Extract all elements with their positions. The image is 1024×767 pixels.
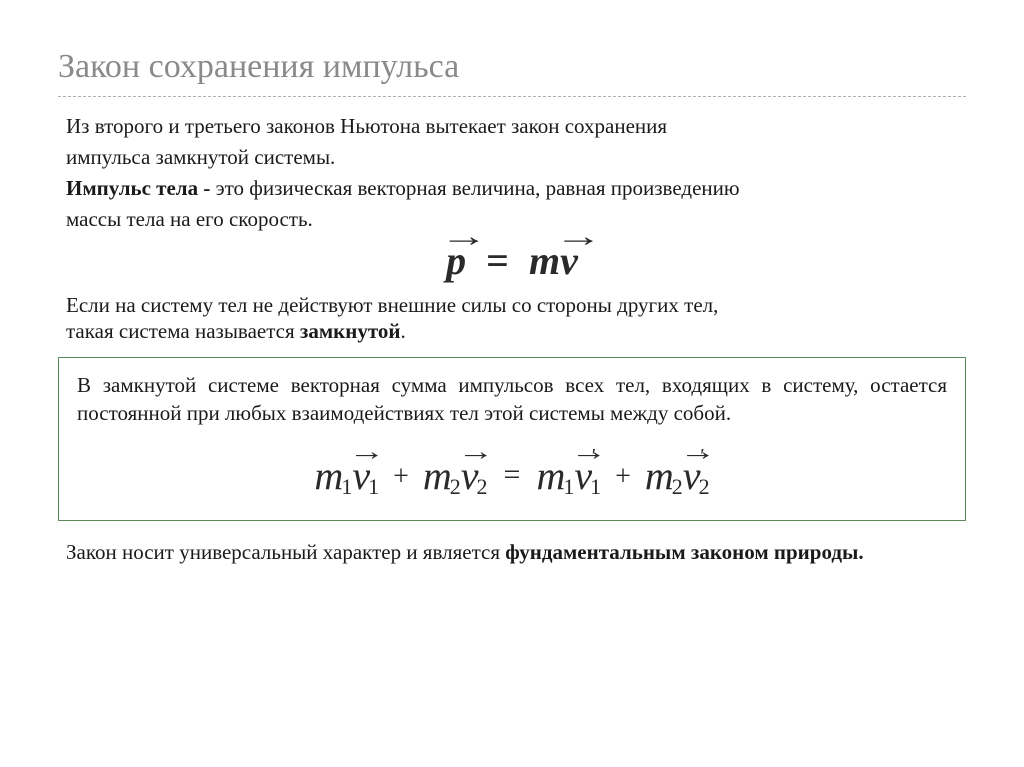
f2-sub1: 1 <box>341 474 352 499</box>
footer-a: Закон носит универсальный характер и явл… <box>66 540 505 564</box>
slide-title: Закон сохранения импульса <box>58 48 966 86</box>
f2-sub2: 2 <box>450 474 461 499</box>
footer-text: Закон носит универсальный характер и явл… <box>58 539 966 566</box>
f2-sub2p: 2 <box>672 474 683 499</box>
f2-plus2: + <box>615 461 631 492</box>
f2-m1p: m <box>536 453 565 498</box>
closed-line1: Если на систему тел не действуют внешние… <box>66 292 966 319</box>
law-box: В замкнутой системе векторная сумма импу… <box>58 357 966 521</box>
f2-m2: m <box>423 453 452 498</box>
f2-plus1: + <box>393 461 409 492</box>
law-text: В замкнутой системе векторная сумма импу… <box>77 372 947 427</box>
definition-bold: Импульс тела - <box>66 176 216 200</box>
definition-line1: Импульс тела - это физическая векторная … <box>66 175 966 202</box>
intro-line2: импульса замкнутой системы. <box>66 144 966 171</box>
f2-m1: m <box>314 453 343 498</box>
f2-m2p: m <box>645 453 674 498</box>
definition-line2: массы тела на его скорость. <box>66 206 966 233</box>
closed-line2a: такая система называется <box>66 319 300 343</box>
closed-line2: такая система называется замкнутой. <box>66 318 966 345</box>
footer-b: фундаментальным законом природы. <box>505 540 863 564</box>
definition-rest: это физическая векторная величина, равна… <box>216 176 740 200</box>
formula-conservation: m1→v1 + m2→v2 = m1→′v1 + m2→′v2 <box>77 452 947 501</box>
f2-sub1p: 1 <box>563 474 574 499</box>
intro-line1: Из второго и третьего законов Ньютона вы… <box>66 113 966 140</box>
formula-momentum: →p = m→v <box>58 237 966 284</box>
closed-line2b: замкнутой <box>300 319 401 343</box>
formula-eq: = <box>486 238 509 283</box>
title-underline <box>58 96 966 97</box>
f2-eq: = <box>504 458 521 491</box>
